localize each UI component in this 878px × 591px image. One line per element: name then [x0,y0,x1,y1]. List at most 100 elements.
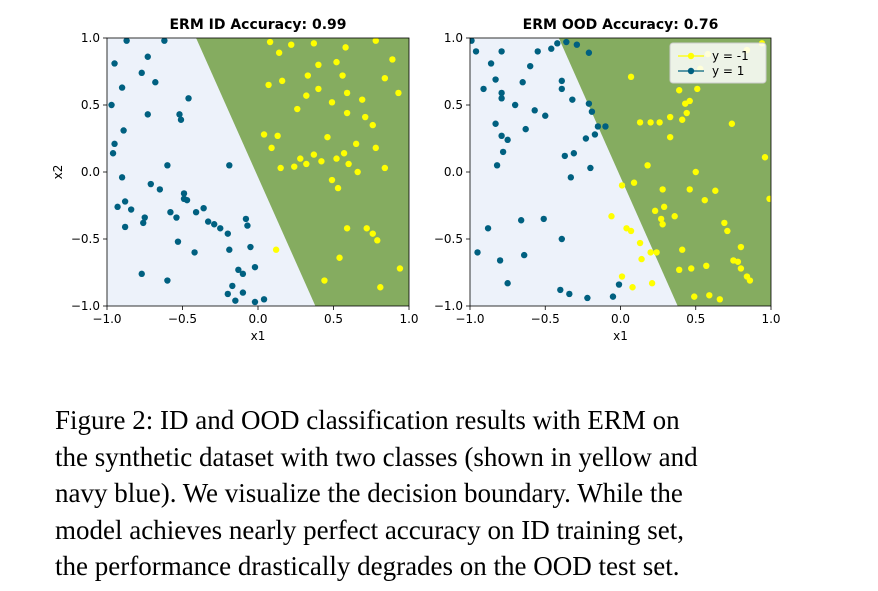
data-point [618,182,626,189]
data-point [340,150,348,157]
data-point [274,132,281,140]
chart-title: ERM ID Accuracy: 0.99 [169,17,346,33]
data-point [686,186,693,193]
data-point [333,58,340,66]
data-point [138,270,145,278]
data-point [653,249,660,256]
data-point [272,246,280,253]
data-point [737,243,745,251]
data-point [260,131,268,138]
data-point [629,284,636,291]
data-point [396,265,404,272]
data-point [558,235,566,243]
data-point [480,85,487,93]
data-point [679,116,686,123]
data-point [204,218,212,225]
data-point [265,81,272,89]
data-point [659,221,666,228]
data-point [651,207,659,215]
data-point [511,101,519,109]
caption-line: the performance drastically degrades on … [55,551,680,581]
data-point [334,184,342,192]
data-point [683,109,690,117]
data-point [591,131,599,138]
figure: −1.0 −0.5 0.0 0.5 1.0 1.0 0.5 0.0 −0.5 −1.0 ERM ID… [51,17,781,343]
data-point [260,296,268,303]
series-y-neg1 [260,38,404,291]
data-point [303,92,310,99]
data-point [627,73,635,81]
data-point [520,251,528,259]
data-point [191,249,198,256]
data-point [177,116,185,123]
data-point [582,135,590,142]
data-point [666,133,674,141]
data-point [242,215,250,223]
data-point [706,292,713,299]
data-point [657,215,665,223]
data-point [647,119,654,126]
data-point [470,38,475,44]
data-point [712,187,719,194]
caption-line: model achieves nearly perfect accuracy o… [55,514,684,545]
data-point [647,249,654,256]
data-point [498,132,505,140]
data-point [487,60,495,67]
data-point [484,225,492,232]
data-point [569,96,576,103]
data-point [211,221,218,228]
data-point [389,56,396,63]
data-point [504,136,511,144]
data-point [310,40,318,47]
data-point [395,89,402,97]
y-tick-label: −1.0 [434,299,463,313]
data-point [504,280,511,287]
data-point [235,266,242,274]
data-point [627,227,635,235]
data-point [123,38,130,44]
data-point [636,119,644,126]
y-tick-label: 1.0 [81,31,100,45]
data-point [656,119,663,126]
data-point [585,49,593,56]
data-point [548,45,555,52]
data-point [244,222,251,229]
data-point [229,282,236,290]
data-point [517,217,525,224]
data-point [602,123,609,130]
data-point [118,84,126,91]
chart-panel-1: −1.0 −0.5 0.0 0.5 1.0 1.0 0.5 0.0 −0.5 −1.0 ERM ID… [51,17,419,343]
data-point [176,111,183,118]
data-point [192,209,200,216]
x-axis-label: x1 [613,329,628,343]
data-point [362,113,369,121]
data-point [618,273,626,280]
series-y1 [470,38,623,302]
data-point [363,225,370,232]
data-point [498,89,505,97]
data-point [694,85,701,93]
data-point [343,109,351,117]
data-point [587,164,594,172]
data-point [644,162,651,169]
data-point [688,265,695,272]
data-point [277,164,284,172]
x-tick-label: 0.0 [248,312,267,326]
data-point [734,258,742,265]
y-tick-label: 1.0 [444,31,463,45]
legend-marker [687,67,695,75]
data-point [114,203,121,211]
data-point [615,281,623,288]
data-point [557,286,564,294]
chart-title: ERM OOD Accuracy: 0.76 [523,17,719,33]
x-axis-label: x1 [251,329,266,343]
data-point [573,41,581,48]
data-point [608,213,615,220]
data-point [498,48,505,55]
data-point [737,265,745,272]
data-point [288,41,295,48]
y-tick-label: −0.5 [71,232,100,246]
data-point [724,227,731,235]
data-point [239,270,247,278]
data-point [328,99,336,106]
